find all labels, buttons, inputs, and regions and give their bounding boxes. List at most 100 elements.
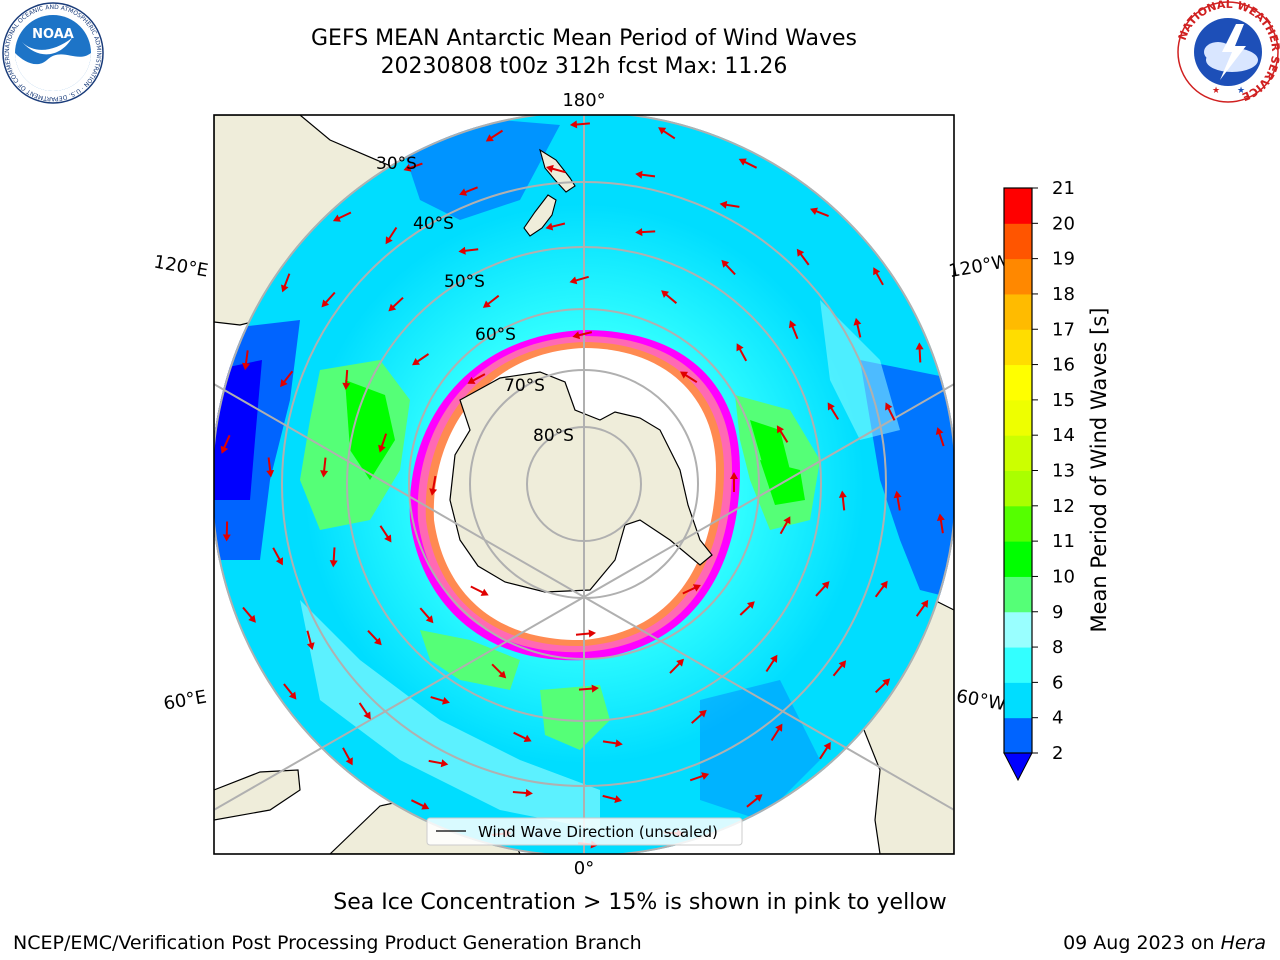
wind-arrow-head	[680, 371, 688, 379]
colorbar-tick-label: 16	[1052, 355, 1075, 376]
wind-arrow-head	[374, 637, 382, 646]
colorbar-under-triangle	[1003, 752, 1033, 782]
colorbar-tick-label: 19	[1052, 249, 1075, 270]
colorbar-tick-label: 21	[1052, 178, 1075, 199]
wind-arrow-head	[788, 320, 797, 329]
wind-arrow-head	[873, 267, 881, 276]
graticule	[214, 115, 954, 854]
wind-arrow-head	[485, 134, 494, 142]
wind-arrow-head	[498, 670, 507, 679]
wind-arrow-head	[838, 490, 847, 498]
colorbar-box	[1004, 717, 1032, 754]
wind-arrow-head	[421, 802, 430, 810]
colorbar-box	[1004, 399, 1032, 436]
wind-arrow-head	[588, 629, 596, 638]
colorbar-tick-label: 2	[1052, 743, 1063, 764]
wind-arrow-head	[459, 188, 468, 196]
wind-arrow-head	[363, 711, 371, 720]
colorbar-box	[1004, 258, 1032, 295]
date-stamp: 09 Aug 2023 on Hera	[1063, 932, 1266, 954]
wind-arrow-head	[320, 470, 329, 478]
wind-arrow-head	[388, 303, 397, 312]
colorbar-tick-label: 15	[1052, 390, 1075, 411]
wind-arrow-head	[281, 284, 289, 293]
colorbar-tick-label: 18	[1052, 284, 1075, 305]
lat-label-70s: 70°S	[504, 376, 545, 396]
lon-label-60e: 60°E	[162, 686, 208, 714]
wind-arrow-head	[332, 214, 341, 222]
wind-arrow-head	[572, 331, 581, 340]
wind-arrow-head	[480, 588, 489, 596]
wind-arrow-head	[692, 584, 701, 592]
colorbar-box	[1004, 505, 1032, 542]
colorbar-tick-label: 4	[1052, 708, 1063, 729]
wind-arrow-head	[738, 158, 747, 166]
colorbar-tick-label: 20	[1052, 213, 1075, 234]
noaa-text: NOAA	[32, 27, 74, 42]
colorbar-box	[1004, 611, 1032, 648]
wind-arrow-head	[915, 342, 924, 350]
wind-arrow-head	[523, 734, 532, 742]
colorbar-label: Mean Period of Wind Waves [s]	[1087, 308, 1111, 633]
wind-arrow-head	[329, 560, 338, 568]
colorbar-box	[1004, 364, 1032, 401]
lon-label-120w: 120°W	[947, 251, 1011, 282]
wind-arrow-head	[591, 684, 599, 693]
map-legend: Wind Wave Direction (unscaled)	[426, 817, 743, 846]
colorbar-tick-label: 17	[1052, 319, 1075, 340]
wind-arrow-head	[701, 772, 710, 780]
wind-arrow-head	[288, 691, 297, 700]
colorbar-tick-label: 6	[1052, 672, 1063, 693]
nws-logo: NATIONAL WEATHER SERVICE ★ ★	[1176, 0, 1280, 108]
wind-arrow-head	[783, 516, 791, 525]
wind-arrow-head	[280, 379, 288, 388]
latitude-labels: 30°S 40°S 50°S 60°S 70°S 80°S	[376, 154, 574, 446]
wind-arrow-head	[546, 164, 554, 173]
wind-arrow-head	[676, 658, 684, 667]
colorbar-tick-label: 13	[1052, 461, 1075, 482]
wind-arrow-head	[614, 795, 622, 803]
wind-arrow-head	[342, 382, 351, 390]
wind-arrow-head	[775, 723, 783, 732]
wind-arrow-head	[525, 789, 533, 797]
lat-label-60s: 60°S	[475, 325, 516, 345]
lon-label-120e: 120°E	[152, 251, 210, 281]
colorbar: 2 4 6 8 9 10 11 12 13 14 15 16 17 18 19 20 21 Mean Perio…	[1003, 178, 1111, 782]
wind-arrow-head	[823, 742, 831, 751]
wind-arrow-head	[838, 660, 847, 669]
legend-label: Wind Wave Direction (unscaled)	[478, 823, 718, 841]
wind-arrow-head	[880, 580, 888, 589]
wind-arrow-head	[936, 513, 945, 521]
wind-arrow-head	[266, 470, 275, 478]
wind-arrow-head	[635, 170, 643, 179]
wind-arrow-head	[482, 300, 491, 308]
wind-arrow-head	[306, 642, 315, 650]
wind-arrow-head	[776, 425, 784, 434]
wind-arrow-head	[467, 376, 476, 384]
colorbar-tick-label: 11	[1052, 531, 1075, 552]
lon-label-180: 180°	[562, 90, 605, 111]
wind-arrow-head	[893, 490, 902, 499]
wind-arrow-head	[736, 343, 744, 352]
colorbar-box	[1004, 541, 1032, 577]
map-area	[214, 115, 954, 854]
colorbar-box	[1004, 470, 1032, 507]
wind-arrow-head	[885, 402, 893, 411]
wind-arrow-head	[770, 654, 778, 663]
date-text: 09 Aug 2023 on	[1063, 932, 1215, 954]
colorbar-box	[1004, 435, 1032, 471]
credit-line: NCEP/EMC/Verification Post Processing Pr…	[13, 932, 642, 954]
wind-arrow-head	[661, 290, 669, 298]
wind-arrow-head	[635, 228, 643, 237]
wind-arrow-head	[821, 581, 830, 589]
colorbar-tick-label: 14	[1052, 425, 1075, 446]
wind-arrow-head	[827, 402, 835, 411]
wind-arrow-head	[935, 427, 944, 435]
wind-arrow-head	[442, 697, 450, 705]
colorbar-tick-label: 8	[1052, 637, 1063, 658]
wind-arrow-head	[345, 757, 353, 766]
wind-arrow-head	[378, 444, 386, 453]
wind-arrow-head	[429, 488, 438, 496]
noaa-logo: NATIONAL OCEANIC AND ATMOSPHERIC ADMINIS…	[0, 0, 104, 108]
